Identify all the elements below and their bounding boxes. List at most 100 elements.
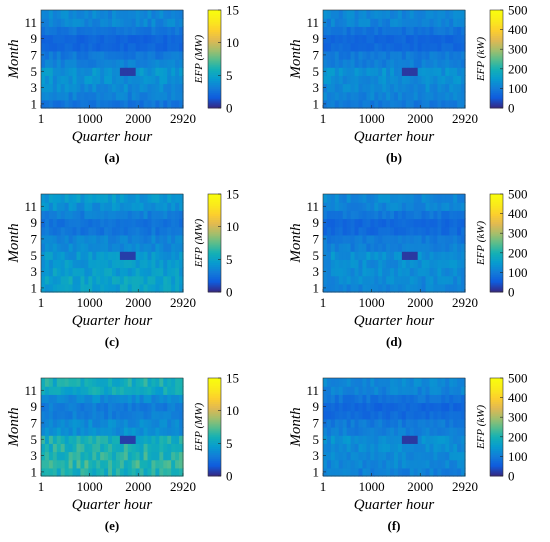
colorbar-segment <box>490 436 503 440</box>
heat-cell <box>151 210 156 220</box>
heat-cell <box>429 218 435 228</box>
heat-cell <box>429 283 435 293</box>
heat-cell <box>461 42 466 52</box>
colorbar-segment <box>490 197 503 201</box>
heat-cell <box>147 83 153 93</box>
heat-cell <box>112 443 117 453</box>
heat-cell <box>405 218 411 228</box>
heat-cell <box>346 202 352 211</box>
heat-cell <box>143 234 149 244</box>
heat-cell <box>92 226 97 236</box>
heat-cell <box>143 26 149 36</box>
heat-cell <box>112 218 117 228</box>
heat-cell <box>453 243 458 252</box>
heat-cell <box>405 42 411 52</box>
colorbar-segment <box>208 195 221 199</box>
heat-cell <box>139 67 145 76</box>
heat-cell <box>409 402 415 412</box>
colorbar-segment <box>490 417 503 420</box>
heat-cell <box>147 435 153 444</box>
heat-cell <box>449 283 454 293</box>
heat-cell <box>163 283 168 293</box>
heat-cell <box>88 275 93 285</box>
heat-cell <box>167 83 172 93</box>
heat-cell <box>72 75 78 85</box>
heat-cell <box>104 267 109 277</box>
heat-cell <box>453 410 458 420</box>
heat-cell <box>104 202 109 211</box>
heat-cell <box>386 259 391 269</box>
heat-cell <box>64 42 70 52</box>
heat-cell <box>44 210 50 220</box>
heat-cell <box>112 50 117 60</box>
heat-cell <box>147 218 153 228</box>
heat-cell <box>421 218 427 228</box>
heat-cell <box>84 283 89 293</box>
heat-cell <box>441 427 446 436</box>
colorbar-segment <box>490 60 503 64</box>
heat-cell <box>405 451 411 461</box>
heat-cell <box>80 218 85 228</box>
heat-cell <box>68 243 74 252</box>
heat-cell <box>397 251 403 260</box>
heat-cell <box>370 34 375 44</box>
heat-cell <box>88 283 93 293</box>
heat-cell <box>354 443 360 453</box>
y-tick-label: 5 <box>313 248 320 263</box>
heat-cell <box>346 10 352 19</box>
heat-cell <box>437 75 442 85</box>
heat-cell <box>409 234 415 244</box>
colorbar-segment <box>490 454 503 457</box>
x-tick-label: 1000 <box>359 111 385 126</box>
heat-cell <box>123 259 129 269</box>
heat-cell <box>64 386 70 395</box>
heat-cell <box>163 50 168 60</box>
heat-cell <box>159 10 164 19</box>
heat-cell <box>115 283 121 293</box>
heat-cell <box>84 418 89 428</box>
heat-cell <box>425 210 431 220</box>
heat-cell <box>370 283 375 293</box>
heat-cell <box>175 75 180 85</box>
heat-cell <box>378 202 383 211</box>
heat-cell <box>131 59 137 68</box>
heat-cell <box>131 42 137 52</box>
heat-cell <box>44 386 50 395</box>
heat-cell <box>334 427 340 436</box>
heat-cell <box>80 59 85 68</box>
heat-cell <box>68 443 74 453</box>
heat-cell <box>366 218 371 228</box>
heat-cell <box>342 467 348 477</box>
heat-cell <box>84 18 89 27</box>
colorbar-segment <box>208 423 221 426</box>
heat-cell <box>362 34 367 44</box>
heat-cell <box>84 386 89 395</box>
heat-cell <box>151 378 156 387</box>
y-tick-label: 11 <box>306 383 319 398</box>
heat-cell <box>330 418 336 428</box>
heat-cell <box>437 10 442 19</box>
y-tick-label: 3 <box>313 264 320 279</box>
heat-cell <box>374 99 379 109</box>
heat-cell <box>330 18 336 27</box>
heat-cell <box>461 10 466 19</box>
heat-cell <box>151 386 156 395</box>
heat-cell <box>115 459 121 469</box>
heat-cell <box>96 251 101 260</box>
colorbar-segment <box>490 194 503 197</box>
heat-cell <box>358 26 364 36</box>
heat-cell <box>453 386 458 395</box>
colorbar-segment <box>490 472 503 475</box>
heat-cell <box>386 386 391 395</box>
heat-cell <box>44 59 50 68</box>
heat-cell <box>112 226 117 236</box>
heat-cell <box>433 283 438 293</box>
heat-cell <box>127 275 133 285</box>
heat-cell <box>461 234 466 244</box>
heat-cell <box>92 18 97 27</box>
y-tick-label: 7 <box>31 231 38 246</box>
heat-cell <box>358 410 364 420</box>
heat-cell <box>409 283 415 293</box>
heat-cell <box>147 50 153 60</box>
heat-cell <box>342 459 348 469</box>
